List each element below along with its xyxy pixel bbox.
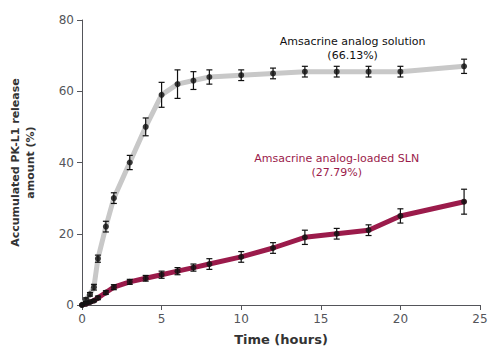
svg-text:80: 80 [59, 13, 74, 27]
svg-text:Accumulated PK-L1 release: Accumulated PK-L1 release [9, 78, 22, 247]
svg-text:0: 0 [66, 298, 74, 312]
svg-text:15: 15 [313, 312, 328, 326]
svg-text:(66.13%): (66.13%) [327, 49, 378, 62]
svg-text:Amsacrine analog-loaded SLN: Amsacrine analog-loaded SLN [254, 152, 419, 165]
svg-text:0: 0 [78, 312, 86, 326]
svg-text:Amsacrine analog solution: Amsacrine analog solution [280, 35, 426, 48]
svg-text:(27.79%): (27.79%) [311, 166, 362, 179]
svg-text:5: 5 [158, 312, 166, 326]
svg-text:10: 10 [234, 312, 249, 326]
svg-text:25: 25 [472, 312, 487, 326]
svg-text:Time (hours): Time (hours) [234, 332, 328, 347]
svg-text:40: 40 [59, 156, 74, 170]
svg-text:amount (%): amount (%) [24, 126, 37, 198]
svg-text:20: 20 [393, 312, 408, 326]
svg-text:20: 20 [59, 227, 74, 241]
svg-text:60: 60 [59, 84, 74, 98]
